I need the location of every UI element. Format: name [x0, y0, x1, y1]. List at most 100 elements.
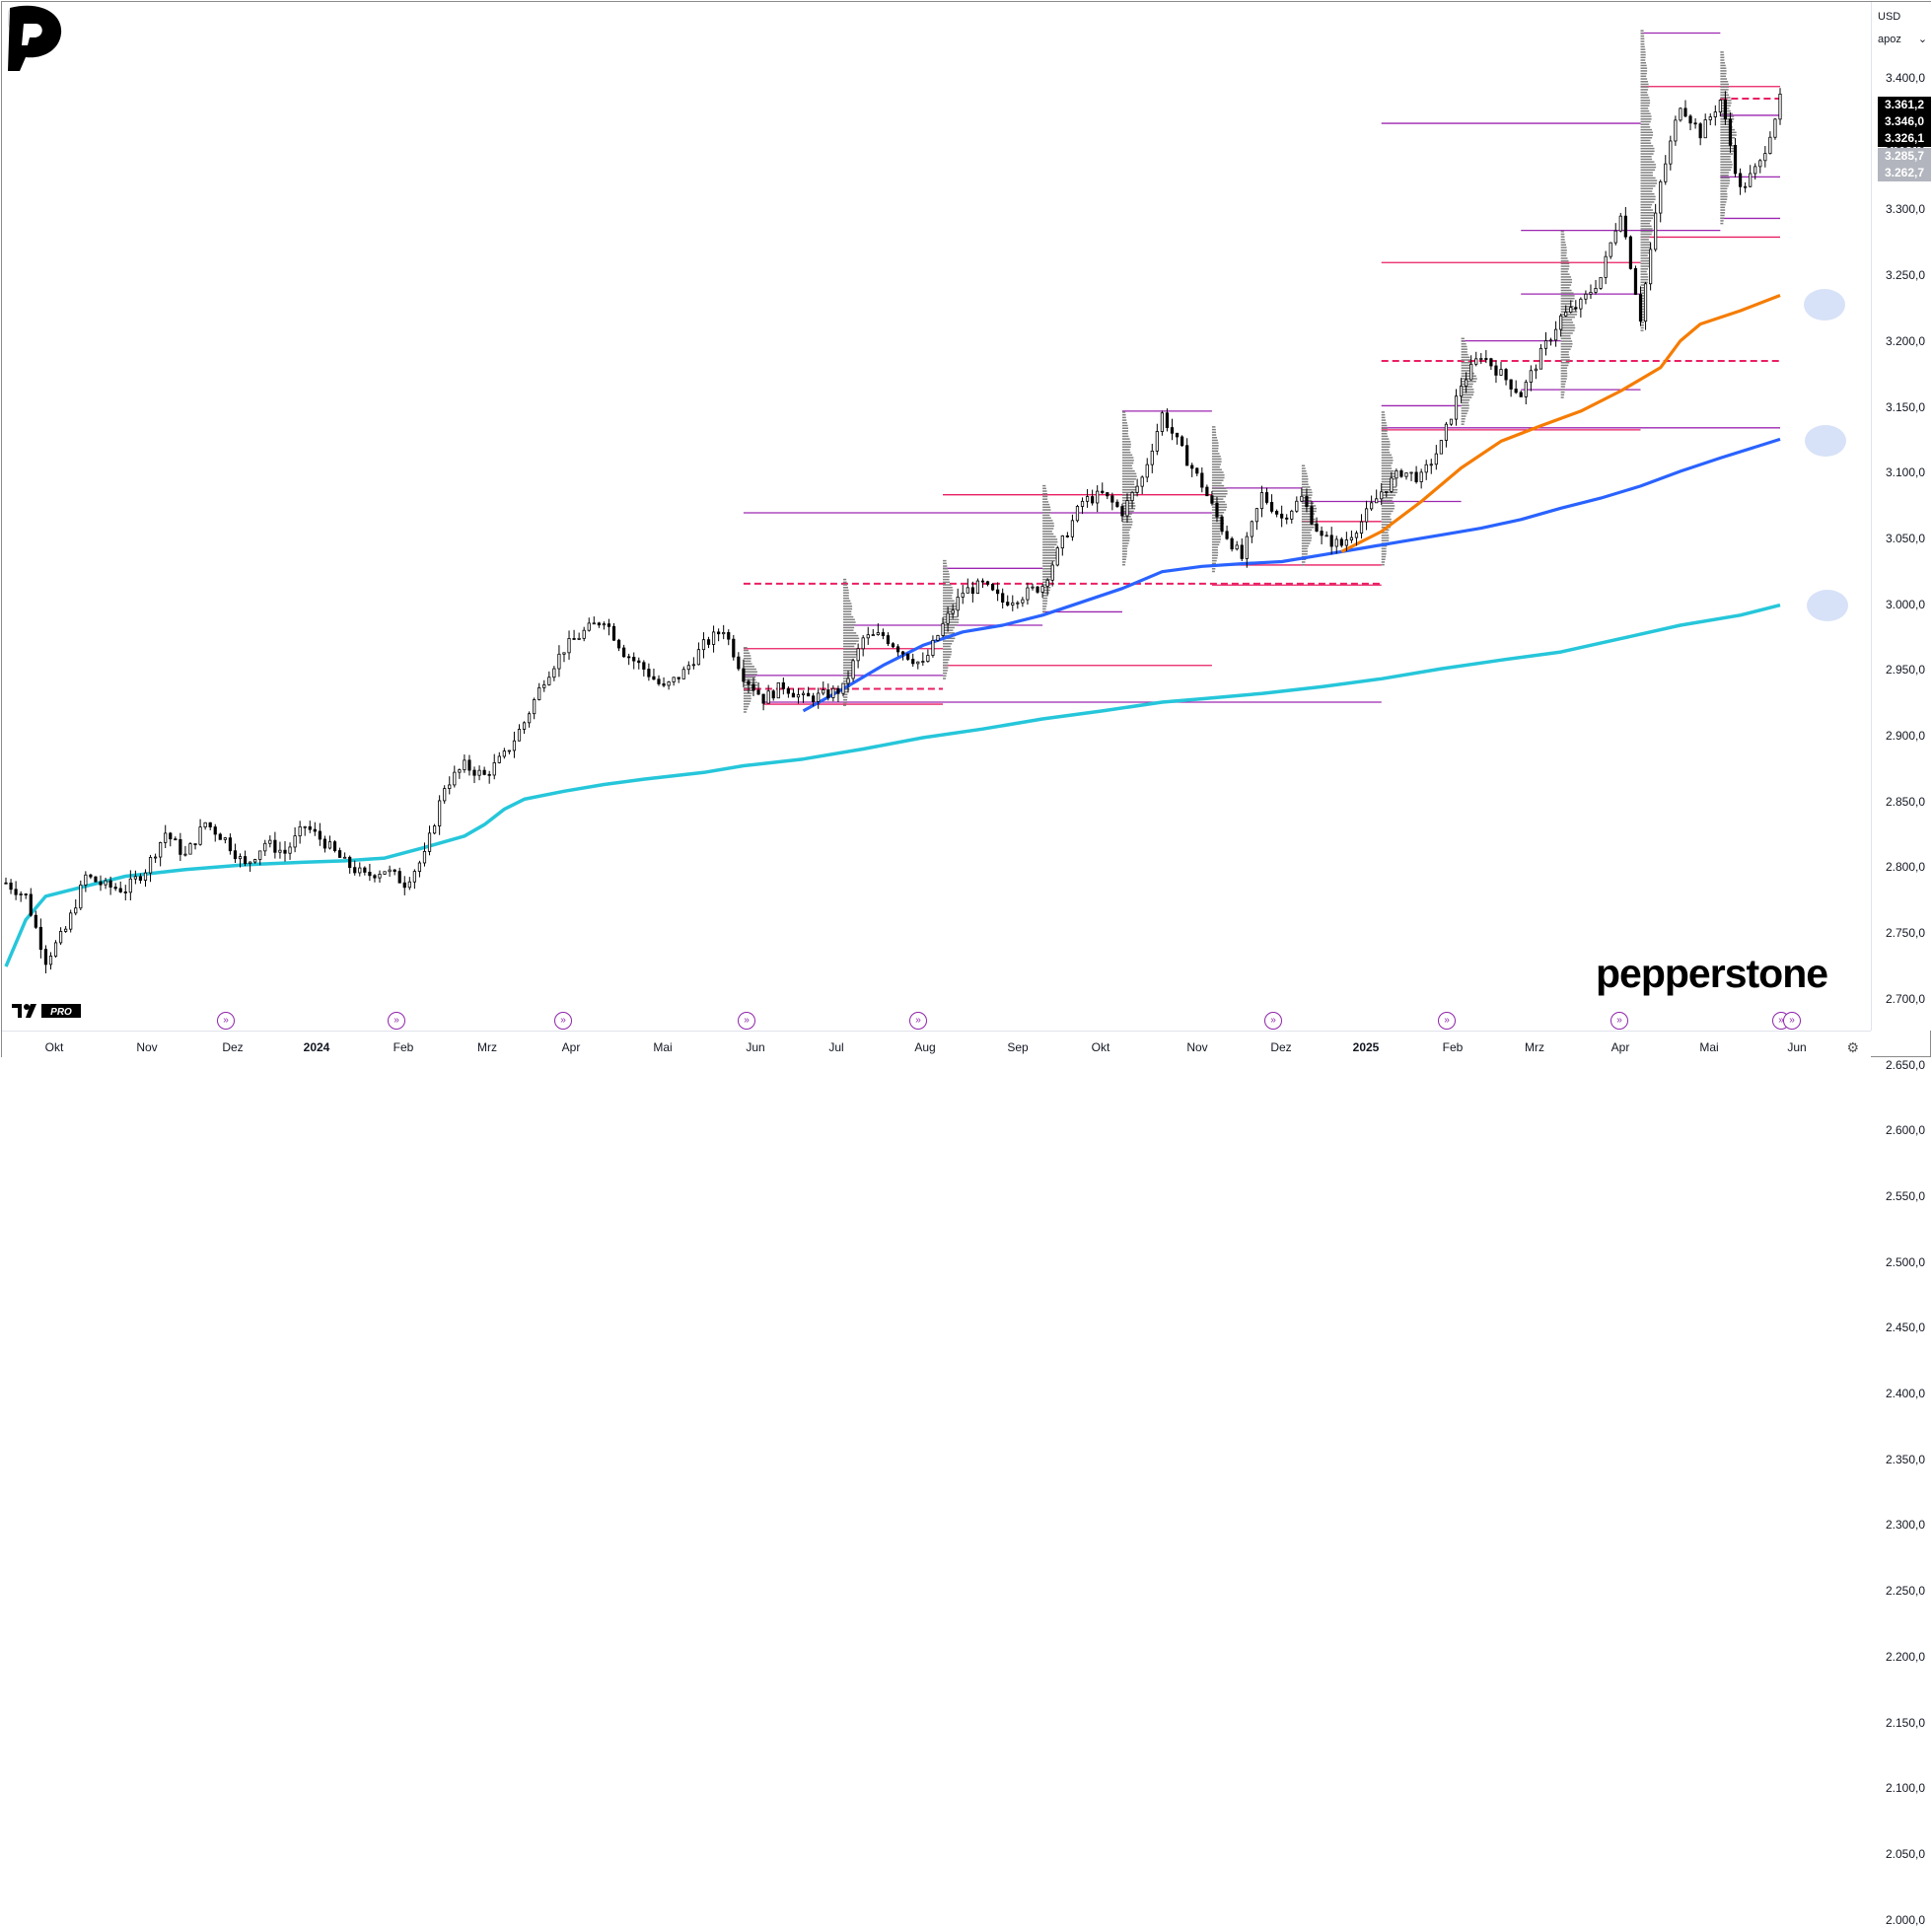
candle-body — [1290, 510, 1294, 520]
candle-body — [1125, 500, 1129, 517]
candle-body — [273, 839, 277, 853]
candle-body — [497, 755, 501, 763]
candle-body — [1504, 369, 1508, 381]
price-tag: 3.326,1 — [1878, 130, 1931, 148]
candle-body — [1320, 531, 1324, 536]
scale-mode-label: apoz — [1878, 34, 1901, 45]
candle-body — [393, 869, 396, 872]
event-marker-icon[interactable]: » — [388, 1012, 405, 1030]
candle-body — [58, 931, 63, 944]
candle-body — [322, 838, 327, 849]
time-tick-label: Sep — [1007, 1040, 1029, 1054]
candle-body — [64, 928, 68, 932]
time-axis[interactable]: Okt Nov Dez 2024 Feb Mrz Apr Mai Jun Jul Aug Sep Okt… — [2, 1031, 1871, 1061]
candle-body — [169, 832, 173, 840]
candle-body — [791, 692, 796, 698]
chart-canvas[interactable] — [2, 2, 1871, 1031]
candle-body — [159, 842, 163, 858]
price-tag: 3.285,7 — [1878, 147, 1931, 165]
candle-body — [313, 828, 317, 832]
candle-body — [69, 912, 73, 930]
candle-body — [9, 882, 13, 891]
candle-body — [1016, 602, 1020, 605]
time-tick-label: Dez — [222, 1040, 244, 1054]
candle-body — [1269, 502, 1274, 512]
candle-body — [128, 878, 132, 893]
price-tick-label: 2.800,0 — [1886, 860, 1926, 875]
candle-body — [856, 648, 860, 662]
candle-body — [667, 681, 671, 686]
volume-profile-6 — [1301, 464, 1318, 566]
chevron-down-icon: ⌄ — [1917, 34, 1928, 45]
candle-body — [337, 850, 342, 858]
candle-body — [343, 856, 347, 859]
candle-body — [1026, 587, 1030, 601]
candle-body — [363, 867, 367, 873]
candle-body — [327, 841, 332, 849]
candle-body — [183, 853, 187, 856]
event-marker-icon[interactable]: » — [1783, 1012, 1801, 1030]
price-tick-label: 2.050,0 — [1886, 1846, 1926, 1861]
candle-body — [1160, 412, 1164, 432]
candle-body — [1479, 358, 1483, 360]
event-marker-icon[interactable]: » — [738, 1012, 755, 1030]
candle-body — [99, 881, 103, 886]
candle-body — [1349, 536, 1354, 540]
candle-body — [926, 655, 930, 662]
price-axis[interactable]: USD apoz ⌄ 3.400,03.350,03.300,03.250,03… — [1871, 2, 1932, 1927]
candle-body — [164, 832, 168, 843]
time-tick-label: 2025 — [1352, 1040, 1380, 1054]
event-marker-icon[interactable]: » — [217, 1012, 235, 1030]
candle-body — [1096, 490, 1100, 504]
event-marker-icon[interactable]: » — [1264, 1012, 1282, 1030]
candle-body — [1280, 513, 1284, 519]
event-marker-icon[interactable]: » — [554, 1012, 572, 1030]
plot-area[interactable]: ⌄ 14 PRO pepperstone »»»»»»»»»» — [2, 2, 1871, 1031]
candle-body — [1744, 185, 1748, 188]
event-marker-icon[interactable]: » — [1610, 1012, 1628, 1030]
price-tick-label: 2.200,0 — [1886, 1649, 1926, 1664]
price-tick-label: 2.450,0 — [1886, 1320, 1926, 1335]
candle-body — [89, 874, 93, 878]
candle-body — [427, 832, 432, 852]
candle-body — [996, 589, 1000, 595]
candle-body — [861, 637, 865, 650]
candle-body — [895, 646, 900, 653]
candle-body — [84, 874, 88, 886]
price-tag: 3.262,7 — [1878, 164, 1931, 181]
candle-body — [776, 681, 780, 699]
time-tick-label: Mrz — [1525, 1040, 1544, 1054]
candle-body — [154, 856, 158, 859]
candle-body — [1669, 140, 1673, 165]
scale-mode-selector[interactable]: apoz ⌄ — [1878, 30, 1927, 49]
candle-body — [637, 660, 641, 664]
candle-body — [1474, 358, 1478, 365]
candle-body — [1414, 471, 1418, 482]
candle-body — [253, 859, 257, 863]
highlight-circle-1 — [1805, 425, 1846, 457]
candle-body — [417, 862, 422, 872]
candle-body — [477, 769, 481, 776]
candle-body — [1195, 467, 1199, 474]
price-tick-label: 2.400,0 — [1886, 1387, 1926, 1400]
candle-body — [388, 869, 392, 873]
candle-body — [1698, 123, 1702, 139]
currency-selector[interactable]: USD — [1878, 11, 1901, 23]
price-tag: 3.346,0 — [1878, 113, 1931, 131]
candle-body — [198, 826, 202, 845]
gear-icon[interactable]: ⚙ — [1846, 1039, 1859, 1055]
price-tick-label: 3.050,0 — [1886, 531, 1926, 545]
candle-body — [701, 639, 706, 651]
candle-body — [412, 871, 416, 883]
candle-body — [1344, 539, 1348, 546]
candle-body — [781, 681, 785, 689]
event-marker-icon[interactable]: » — [1438, 1012, 1456, 1030]
event-marker-icon[interactable]: » — [909, 1012, 927, 1030]
price-tick-label: 2.300,0 — [1886, 1518, 1926, 1533]
candle-body — [547, 677, 551, 685]
candle-body — [1225, 531, 1229, 539]
price-tick-label: 3.250,0 — [1886, 268, 1926, 283]
candle-body — [1085, 496, 1090, 502]
candle-body — [1758, 160, 1762, 168]
candle-body — [1454, 395, 1459, 420]
